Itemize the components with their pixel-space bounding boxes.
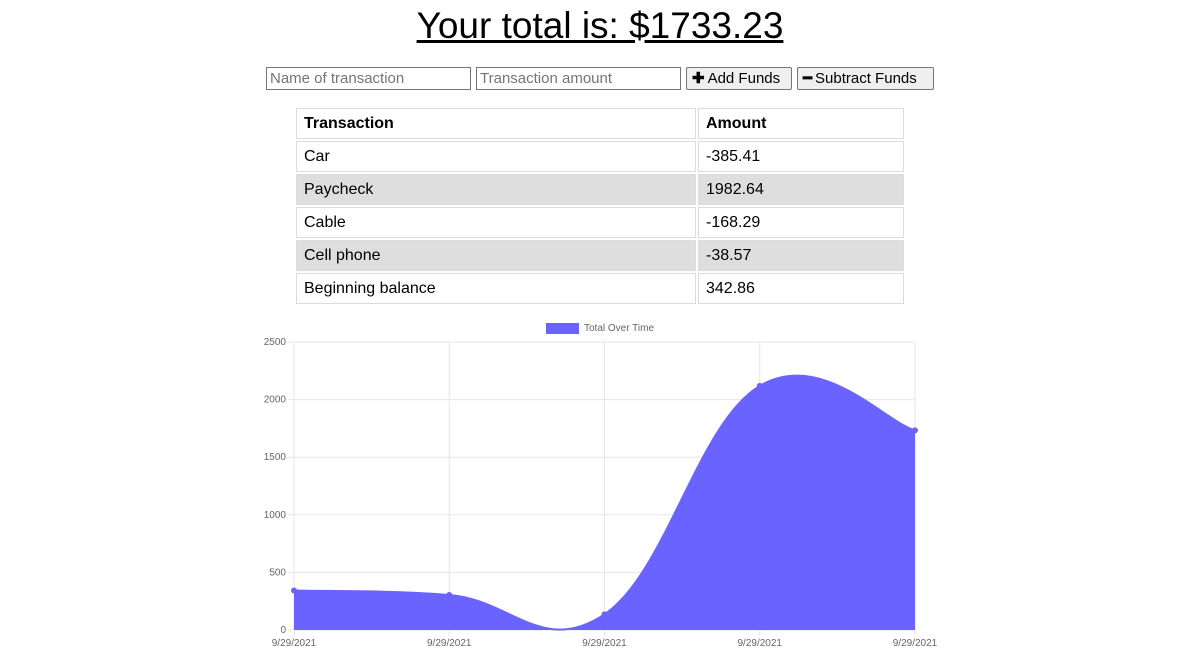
data-point bbox=[446, 591, 453, 598]
column-header-amount: Amount bbox=[698, 108, 904, 139]
transaction-amount-cell: -38.57 bbox=[698, 240, 904, 271]
x-tick-label: 9/29/2021 bbox=[893, 638, 938, 649]
total-heading: Your total is: $1733.23 bbox=[416, 5, 784, 46]
transaction-form: ✚ Add Funds ━ Subtract Funds bbox=[266, 67, 934, 91]
transaction-name-cell: Paycheck bbox=[296, 174, 696, 205]
transaction-name-input[interactable] bbox=[266, 67, 471, 90]
transaction-name-cell: Car bbox=[296, 141, 696, 172]
y-tick-label: 2000 bbox=[264, 395, 287, 406]
y-tick-label: 0 bbox=[280, 625, 286, 636]
x-tick-label: 9/29/2021 bbox=[272, 638, 317, 649]
table-row: Beginning balance 342.86 bbox=[296, 273, 904, 304]
legend-label: Total Over Time bbox=[584, 323, 654, 334]
table-row: Paycheck 1982.64 bbox=[296, 174, 904, 205]
total-over-time-chart: 0 500 1000 1500 2000 2500 9/29/2021 9/29/2021 9/… bbox=[264, 323, 938, 649]
add-funds-button[interactable]: ✚ Add Funds bbox=[686, 67, 792, 90]
add-funds-label: Add Funds bbox=[707, 70, 781, 87]
data-point bbox=[601, 611, 608, 618]
data-point bbox=[756, 382, 763, 389]
x-tick-label: 9/29/2021 bbox=[582, 638, 627, 649]
transaction-amount-input[interactable] bbox=[476, 67, 681, 90]
transaction-amount-cell: 342.86 bbox=[698, 273, 904, 304]
transaction-amount-cell: -385.41 bbox=[698, 141, 904, 172]
area-fill bbox=[294, 375, 915, 630]
table-row: Cell phone -38.57 bbox=[296, 240, 904, 271]
y-tick-label: 500 bbox=[269, 567, 286, 578]
data-point bbox=[291, 587, 297, 594]
table-row: Car -385.41 bbox=[296, 141, 904, 172]
minus-icon: ━ bbox=[803, 70, 813, 87]
legend-swatch bbox=[546, 323, 579, 334]
x-tick-label: 9/29/2021 bbox=[427, 638, 472, 649]
y-tick-label: 1000 bbox=[264, 510, 287, 521]
transaction-name-cell: Cable bbox=[296, 207, 696, 238]
series-line bbox=[293, 374, 916, 631]
x-tick-label: 9/29/2021 bbox=[738, 638, 783, 649]
transaction-name-cell: Beginning balance bbox=[296, 273, 696, 304]
transaction-name-cell: Cell phone bbox=[296, 240, 696, 271]
transactions-table: Transaction Amount Car -385.41 Paycheck … bbox=[294, 106, 906, 306]
data-point bbox=[912, 427, 918, 434]
subtract-funds-label: Subtract Funds bbox=[815, 70, 917, 87]
table-header-row: Transaction Amount bbox=[296, 108, 904, 139]
table-row: Cable -168.29 bbox=[296, 207, 904, 238]
y-tick-label: 2500 bbox=[264, 337, 287, 348]
y-tick-label: 1500 bbox=[264, 452, 287, 463]
transaction-amount-cell: 1982.64 bbox=[698, 174, 904, 205]
subtract-funds-button[interactable]: ━ Subtract Funds bbox=[797, 67, 934, 90]
plus-icon: ✚ bbox=[692, 70, 705, 87]
column-header-transaction: Transaction bbox=[296, 108, 696, 139]
transaction-amount-cell: -168.29 bbox=[698, 207, 904, 238]
